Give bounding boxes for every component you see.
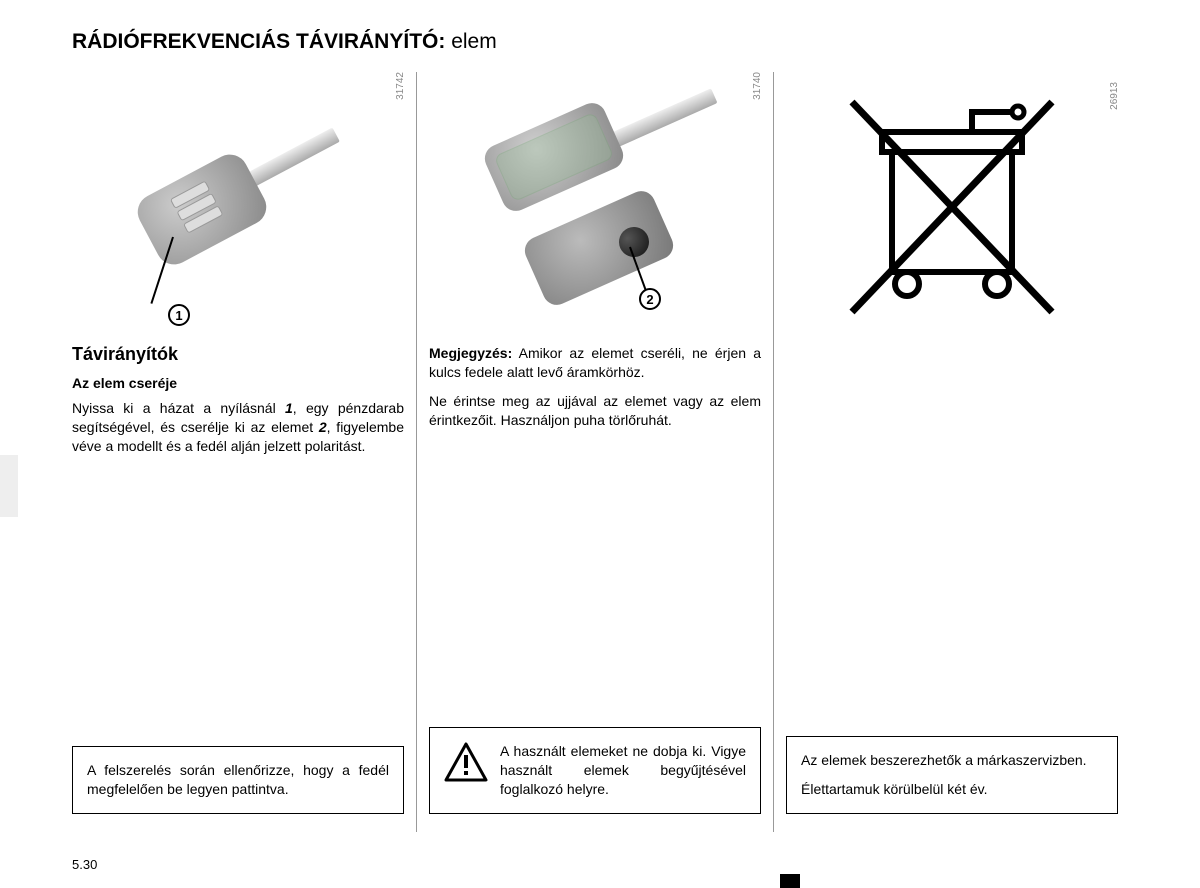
figure-id: 31742 xyxy=(395,72,406,100)
keyfob-open-icon xyxy=(469,112,739,312)
callout-2: 2 xyxy=(639,288,661,310)
warning-box: A használt elemeket ne dobja ki. Vigye h… xyxy=(429,727,761,814)
keyfob-closed-icon xyxy=(122,132,322,272)
info-text-1: Az elemek beszerezhetők a márkaszervizbe… xyxy=(801,751,1103,770)
column-3: 26913 Az elemek xyxy=(774,72,1130,832)
ref-2: 2 xyxy=(319,419,327,435)
note-paragraph: Megjegyzés: Amikor az elemet cseréli, ne… xyxy=(429,344,761,382)
section-heading: Távirányítók xyxy=(72,344,404,365)
column-2: 31740 2 Megjegyzés: Amikor az elemet cse… xyxy=(417,72,773,832)
figure-id: 31740 xyxy=(752,72,763,100)
body-text: Nyissa ki a házat a nyílásnál 1, egy pén… xyxy=(72,399,404,456)
callout-number: 2 xyxy=(646,292,653,307)
title-strong: RÁDIÓFREKVENCIÁS TÁVIRÁNYÍTÓ: xyxy=(72,30,451,53)
note-text: A felszerelés során ellenőrizze, hogy a … xyxy=(87,762,389,797)
page-number: 5.30 xyxy=(72,857,97,872)
footer-tab xyxy=(780,874,800,888)
callout-1: 1 xyxy=(168,304,190,326)
info-box: Az elemek beszerezhetők a márkaszervizbe… xyxy=(786,736,1118,814)
page-title: RÁDIÓFREKVENCIÁS TÁVIRÁNYÍTÓ: elem xyxy=(72,30,1140,54)
figure-1: 31742 1 xyxy=(72,72,404,332)
note-label: Megjegyzés: xyxy=(429,345,512,361)
ref-1: 1 xyxy=(285,400,293,416)
columns: 31742 1 Távirányítók Az elem cseréje Nyi… xyxy=(60,72,1140,832)
callout-number: 1 xyxy=(175,308,182,323)
info-text-2: Élettartamuk körülbelül két év. xyxy=(801,780,1103,799)
sub-heading: Az elem cseréje xyxy=(72,375,404,391)
warning-icon xyxy=(444,742,488,782)
no-dispose-bin-icon xyxy=(822,82,1082,332)
column-1: 31742 1 Távirányítók Az elem cseréje Nyi… xyxy=(60,72,416,832)
figure-3: 26913 xyxy=(786,82,1118,342)
figure-id: 26913 xyxy=(1109,82,1120,110)
manual-page: RÁDIÓFREKVENCIÁS TÁVIRÁNYÍTÓ: elem 31742… xyxy=(0,0,1200,888)
note-box-1: A felszerelés során ellenőrizze, hogy a … xyxy=(72,746,404,814)
figure-2: 31740 2 xyxy=(429,72,761,332)
body-text: Ne érintse meg az ujjával az elemet vagy… xyxy=(429,392,761,430)
title-sub: elem xyxy=(451,30,497,53)
warning-text: A használt elemeket ne dobja ki. Vigye h… xyxy=(500,742,746,799)
